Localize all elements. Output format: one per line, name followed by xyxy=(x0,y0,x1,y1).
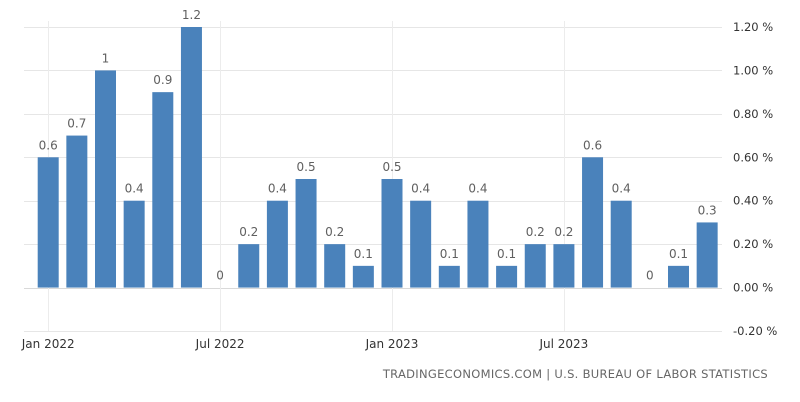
bar xyxy=(467,200,489,288)
bar xyxy=(553,244,575,288)
data-label: 0.4 xyxy=(411,182,430,196)
bar xyxy=(668,265,689,288)
data-label: 0.7 xyxy=(67,117,86,131)
data-label: 0.2 xyxy=(526,225,545,239)
y-tick-label: 0.00 % xyxy=(733,281,773,295)
y-tick-label: 1.20 % xyxy=(733,20,773,34)
data-label: 0 xyxy=(216,269,224,283)
data-label: 0 xyxy=(646,269,654,283)
x-tick-label: Jan 2023 xyxy=(365,337,419,351)
bar xyxy=(324,244,346,288)
bar xyxy=(496,265,518,288)
data-label: 0.3 xyxy=(698,203,717,217)
bar xyxy=(438,265,460,288)
data-label: 0.5 xyxy=(382,160,401,174)
data-label: 1.2 xyxy=(182,8,201,22)
bar xyxy=(295,179,317,288)
data-label: 1 xyxy=(102,51,110,65)
data-label: 0.2 xyxy=(239,225,258,239)
data-label: 0.5 xyxy=(297,160,316,174)
y-tick-label: 0.80 % xyxy=(733,107,773,121)
data-label: 0.1 xyxy=(497,247,516,261)
bars-layer xyxy=(37,27,718,288)
data-label: 0.4 xyxy=(125,182,144,196)
y-tick-label: 1.00 % xyxy=(733,63,773,77)
bar xyxy=(524,244,546,288)
bar xyxy=(152,92,174,288)
y-tick-label: 0.60 % xyxy=(733,150,773,164)
bar xyxy=(66,135,88,288)
bar xyxy=(696,222,718,288)
bar xyxy=(352,265,374,288)
data-label: 0.4 xyxy=(468,182,487,196)
y-tick-label: 0.40 % xyxy=(733,194,773,208)
data-label: 0.2 xyxy=(554,225,573,239)
bar xyxy=(123,200,145,288)
bar xyxy=(266,200,288,288)
data-label: 0.1 xyxy=(669,247,688,261)
x-tick-label: Jul 2023 xyxy=(538,337,588,351)
data-label: 0.4 xyxy=(268,182,287,196)
data-label: 0.1 xyxy=(354,247,373,261)
bar xyxy=(95,70,116,288)
bar xyxy=(410,200,432,288)
data-label: 0.2 xyxy=(325,225,344,239)
y-tick-label: 0.20 % xyxy=(733,237,773,251)
source-credit: TRADINGECONOMICS.COM | U.S. BUREAU OF LA… xyxy=(382,367,768,381)
data-label: 0.1 xyxy=(440,247,459,261)
bar xyxy=(37,157,59,288)
data-label: 0.9 xyxy=(153,73,172,87)
data-labels-layer: 0.6 0.7 1 0.4 0.9 1.2 0 0.2 0.4 0.5 0.2 0.1 0.5 0.4 0.… xyxy=(39,8,717,283)
bar xyxy=(582,157,604,288)
bar xyxy=(238,244,260,288)
y-axis: -0.20 % 0.00 % 0.20 % 0.40 % 0.60 % 0.80 % 1.0… xyxy=(733,20,777,338)
bar xyxy=(180,27,202,288)
bar xyxy=(610,200,632,288)
y-tick-label: -0.20 % xyxy=(733,324,777,338)
data-label: 0.6 xyxy=(39,138,58,152)
data-label: 0.6 xyxy=(583,138,602,152)
bar xyxy=(381,179,403,288)
data-label: 0.4 xyxy=(612,182,631,196)
x-tick-label: Jul 2022 xyxy=(195,337,245,351)
x-axis: Jan 2022 Jul 2022 Jan 2023 Jul 2023 xyxy=(21,337,589,351)
x-tick-label: Jan 2022 xyxy=(21,337,75,351)
